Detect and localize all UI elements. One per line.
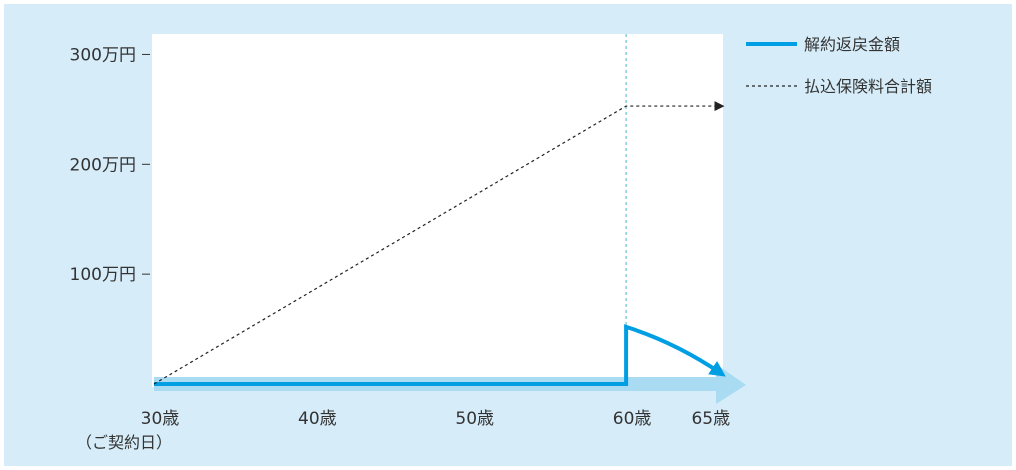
plot-area (152, 34, 723, 387)
y-tick-label: 300万円 (70, 45, 136, 65)
x-tick-label: 50歳 (455, 409, 494, 429)
x-tick-label: 60歳 (613, 409, 652, 429)
y-tick-label: 200万円 (70, 155, 136, 175)
y-tick-label: 100万円 (70, 265, 136, 285)
x-tick-label: 65歳 (691, 409, 730, 429)
series-line-surrender-value (154, 324, 726, 386)
x-start-sublabel: （ご契約日） (76, 433, 172, 452)
series-line-total-premiums (153, 101, 725, 385)
x-tick-label: 40歳 (298, 409, 337, 429)
legend-label-total-premiums: 払込保険料合計額 (804, 77, 932, 96)
chart-svg: 100万円 200万円 300万円 30歳 40歳 50歳 60歳 65歳 （ご契約日） 解約… (70, 34, 932, 452)
chart-frame: 100万円 200万円 300万円 30歳 40歳 50歳 60歳 65歳 （ご契約日） 解約… (4, 4, 1012, 466)
legend-label-surrender-value: 解約返戻金額 (804, 35, 900, 54)
x-tick-label: 30歳 (141, 409, 180, 429)
